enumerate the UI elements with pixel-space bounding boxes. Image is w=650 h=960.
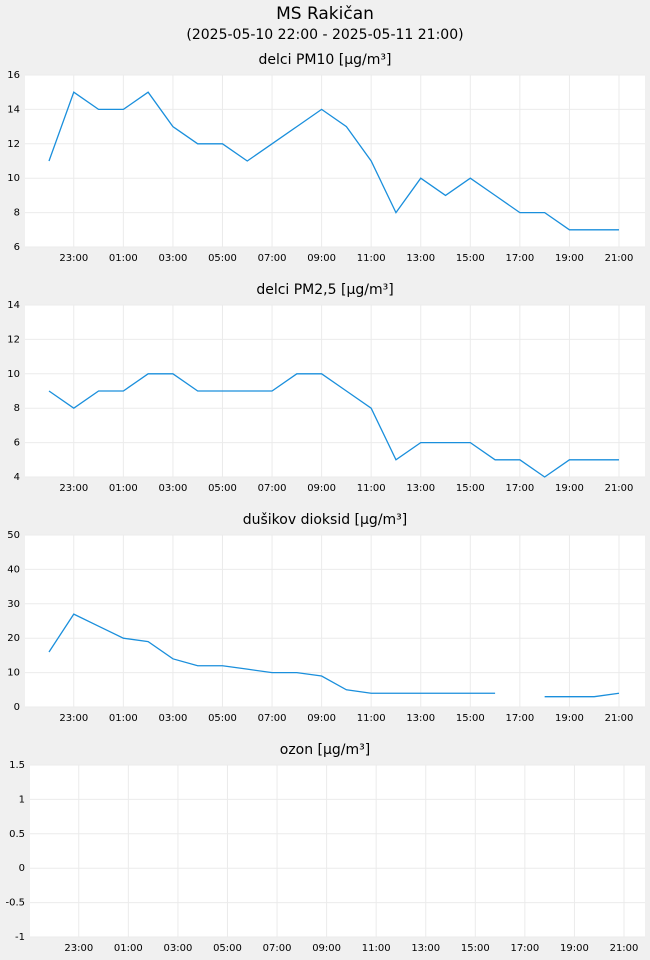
x-tick-label: 15:00 [456, 253, 485, 264]
y-tick-label: 8 [14, 208, 20, 219]
chart-title: dušikov dioksid [µg/m³] [243, 512, 408, 528]
x-tick-label: 15:00 [461, 943, 490, 954]
x-tick-label: 09:00 [312, 943, 341, 954]
y-tick-label: 1 [19, 794, 25, 805]
x-tick-label: 07:00 [258, 253, 287, 264]
x-tick-label: 15:00 [456, 713, 485, 724]
x-tick-label: 17:00 [505, 253, 534, 264]
x-tick-label: 19:00 [560, 943, 589, 954]
y-tick-label: 40 [7, 564, 20, 575]
x-tick-label: 13:00 [406, 483, 435, 494]
y-tick-label: 10 [7, 173, 20, 184]
page-title: MS Rakičan [276, 4, 374, 24]
x-tick-label: 01:00 [109, 483, 138, 494]
x-tick-label: 07:00 [258, 483, 287, 494]
x-tick-label: 11:00 [357, 713, 386, 724]
plot-area [30, 765, 645, 937]
x-tick-label: 09:00 [307, 483, 336, 494]
plot-area [25, 305, 645, 477]
x-tick-label: 17:00 [505, 713, 534, 724]
x-tick-label: 11:00 [357, 483, 386, 494]
x-tick-label: 23:00 [59, 713, 88, 724]
y-tick-label: 50 [7, 530, 20, 541]
x-tick-label: 01:00 [109, 253, 138, 264]
x-tick-label: 01:00 [109, 713, 138, 724]
x-tick-label: 03:00 [163, 943, 192, 954]
plot-area [25, 75, 645, 247]
y-tick-label: 0 [14, 702, 20, 713]
x-tick-label: 21:00 [605, 483, 634, 494]
x-tick-label: 05:00 [208, 253, 237, 264]
x-tick-label: 17:00 [505, 483, 534, 494]
x-tick-label: 17:00 [510, 943, 539, 954]
x-tick-label: 03:00 [158, 483, 187, 494]
plot-area [25, 535, 645, 707]
x-tick-label: 23:00 [64, 943, 93, 954]
x-tick-label: 23:00 [59, 253, 88, 264]
x-tick-label: 19:00 [555, 713, 584, 724]
y-tick-label: 0.5 [9, 829, 25, 840]
chart-title: delci PM10 [µg/m³] [259, 52, 392, 68]
y-tick-label: 6 [14, 242, 20, 253]
x-tick-label: 13:00 [406, 713, 435, 724]
data-line [48, 91, 619, 231]
x-tick-label: 07:00 [258, 713, 287, 724]
y-tick-label: 4 [14, 472, 20, 483]
y-tick-label: 30 [7, 599, 20, 610]
y-tick-label: -1 [15, 932, 25, 943]
x-tick-label: 19:00 [555, 483, 584, 494]
y-tick-label: 8 [14, 403, 20, 414]
x-tick-label: 11:00 [362, 943, 391, 954]
x-tick-label: 05:00 [213, 943, 242, 954]
x-tick-label: 09:00 [307, 713, 336, 724]
data-line [48, 613, 620, 698]
chart-title: ozon [µg/m³] [280, 742, 371, 758]
x-tick-label: 21:00 [605, 253, 634, 264]
y-tick-label: 10 [7, 369, 20, 380]
x-tick-label: 01:00 [114, 943, 143, 954]
x-tick-label: 21:00 [610, 943, 639, 954]
y-tick-label: 12 [7, 334, 20, 345]
data-line [48, 373, 619, 478]
x-tick-label: 13:00 [411, 943, 440, 954]
x-tick-label: 03:00 [158, 253, 187, 264]
y-tick-label: 14 [7, 300, 20, 311]
y-tick-label: 12 [7, 139, 20, 150]
y-tick-label: 20 [7, 633, 20, 644]
x-tick-label: 07:00 [263, 943, 292, 954]
y-tick-label: -0.5 [5, 898, 25, 909]
x-tick-label: 05:00 [208, 713, 237, 724]
y-tick-label: 10 [7, 668, 20, 679]
x-tick-label: 19:00 [555, 253, 584, 264]
x-tick-label: 13:00 [406, 253, 435, 264]
y-tick-label: 1.5 [9, 760, 25, 771]
x-tick-label: 11:00 [357, 253, 386, 264]
chart-title: delci PM2,5 [µg/m³] [256, 282, 393, 298]
y-tick-label: 0 [19, 863, 25, 874]
x-tick-label: 23:00 [59, 483, 88, 494]
x-tick-label: 15:00 [456, 483, 485, 494]
page-subtitle: (2025-05-10 22:00 - 2025-05-11 21:00) [186, 27, 463, 43]
x-tick-label: 05:00 [208, 483, 237, 494]
x-tick-label: 09:00 [307, 253, 336, 264]
y-tick-label: 14 [7, 104, 20, 115]
y-tick-label: 6 [14, 438, 20, 449]
x-tick-label: 03:00 [158, 713, 187, 724]
x-tick-label: 21:00 [605, 713, 634, 724]
y-tick-label: 16 [7, 70, 20, 81]
